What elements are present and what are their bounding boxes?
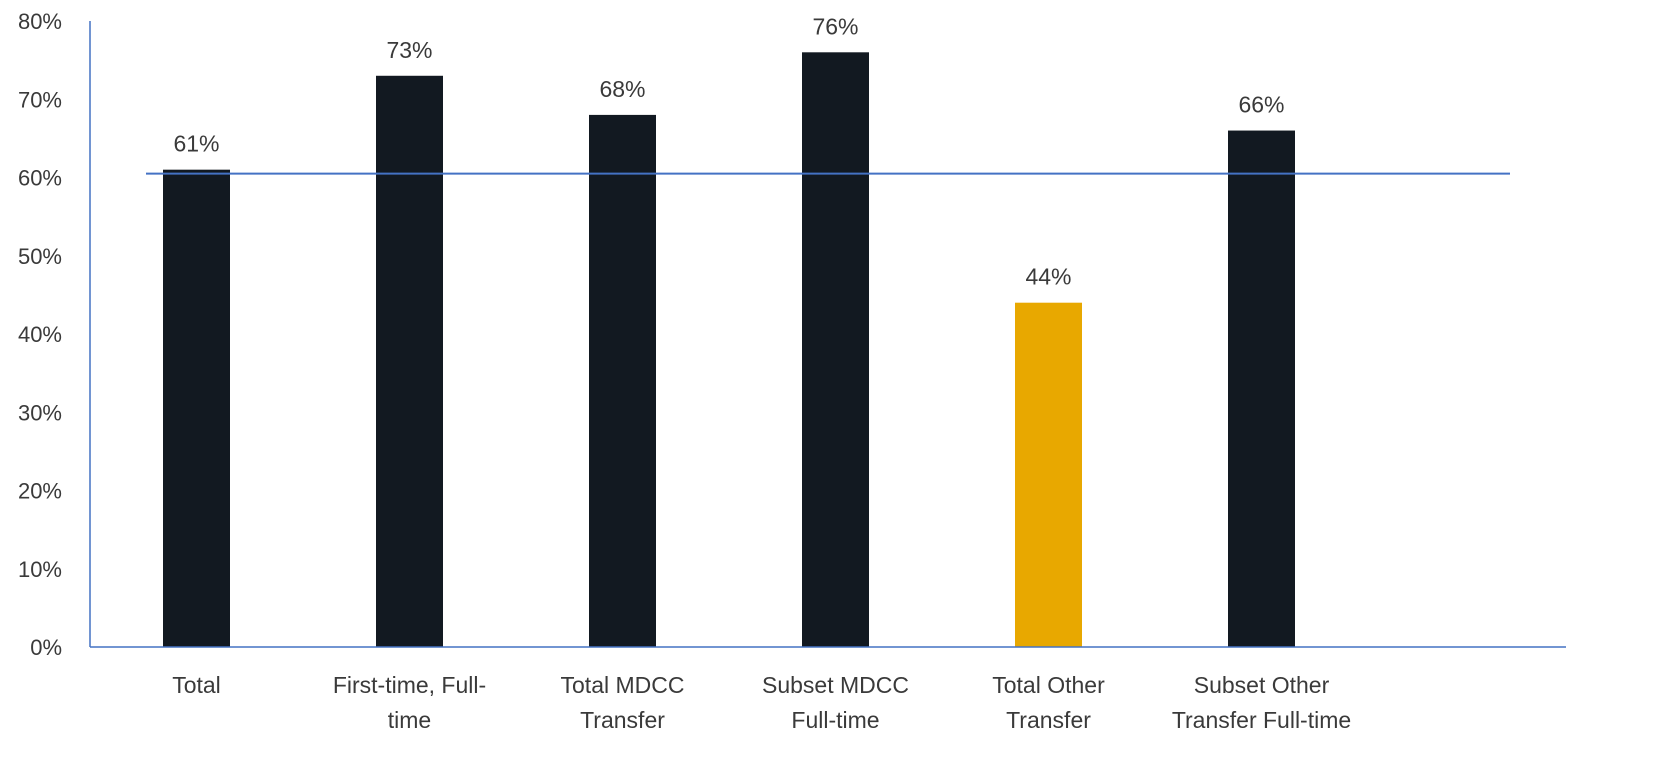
data-label: 68% bbox=[599, 76, 645, 102]
x-tick-label: Total MDCC Transfer bbox=[561, 672, 685, 733]
bars bbox=[163, 52, 1295, 648]
x-tick-label: Subset MDCC Full-time bbox=[762, 672, 909, 733]
bar bbox=[163, 169, 230, 648]
x-tick-label: Total Other Transfer bbox=[992, 672, 1105, 733]
x-tick-label: Subset Other Transfer Full-time bbox=[1172, 672, 1351, 733]
x-tick-label: Total bbox=[172, 672, 221, 698]
data-label: 73% bbox=[386, 37, 432, 63]
y-tick-label: 40% bbox=[18, 322, 62, 347]
bar bbox=[1015, 302, 1082, 647]
bar bbox=[589, 114, 656, 647]
x-tick-label: First-time, Full-time bbox=[333, 672, 486, 733]
y-tick-label: 0% bbox=[30, 635, 62, 660]
y-axis-tick-labels: 0% 10% 20% 30% 40% 50% 60% 70% 80% bbox=[18, 9, 62, 660]
bar bbox=[376, 75, 443, 647]
data-labels: 61% 73% 68% 76% 44% 66% bbox=[173, 13, 1284, 289]
data-label: 66% bbox=[1238, 92, 1284, 118]
y-tick-label: 80% bbox=[18, 9, 62, 34]
y-tick-label: 50% bbox=[18, 244, 62, 269]
y-tick-label: 10% bbox=[18, 557, 62, 582]
y-tick-label: 70% bbox=[18, 87, 62, 112]
category-labels: Total First-time, Full-time Total MDCC Tran… bbox=[172, 672, 1351, 733]
y-tick-label: 60% bbox=[18, 166, 62, 191]
data-label: 44% bbox=[1025, 264, 1071, 290]
data-label: 61% bbox=[173, 131, 219, 157]
data-label: 76% bbox=[812, 13, 858, 39]
y-tick-label: 20% bbox=[18, 479, 62, 504]
bar bbox=[1228, 130, 1295, 648]
bar bbox=[802, 52, 869, 648]
y-tick-label: 30% bbox=[18, 400, 62, 425]
